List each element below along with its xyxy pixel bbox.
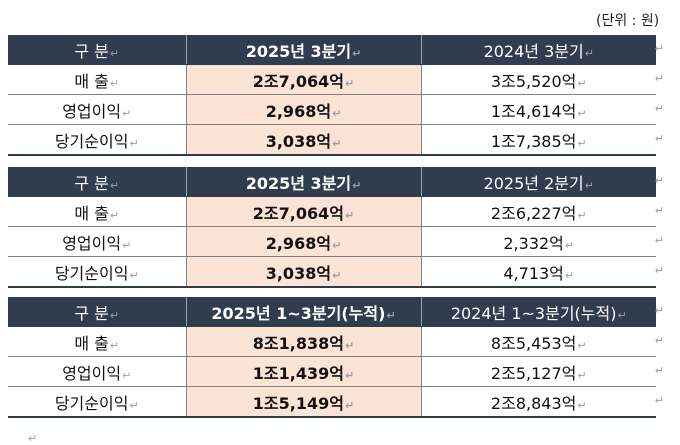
current-value: 2,968억↵ — [185, 226, 421, 257]
current-value: 2조7,064억↵ — [185, 196, 421, 227]
table-header-row: 구 분↵ 2025년 1~3분기(누적)↵ 2024년 1~3분기(누적)↵ ↵ — [8, 297, 664, 327]
table-row: 매 출↵ 2조7,064억↵ 3조5,520억↵ ↵ — [8, 64, 664, 95]
row-label: 영업이익↵ — [8, 356, 186, 387]
table-row: 당기순이익↵ 1조5,149억↵ 2조8,843억↵ ↵ — [8, 386, 664, 418]
paragraph-mark: ↵ — [28, 432, 38, 445]
header-category: 구 분↵ — [8, 167, 186, 197]
header-current-period: 2025년 3분기↵ — [185, 167, 421, 197]
row-label: 매 출↵ — [8, 326, 186, 357]
table-row: 매 출↵ 2조7,064억↵ 2조6,227억↵ ↵ — [8, 196, 664, 227]
header-comparison-period: 2025년 2분기↵ ↵ — [420, 167, 664, 197]
current-value: 3,038억↵ — [185, 256, 421, 288]
table-row: 영업이익↵ 1조1,439억↵ 2조5,127억↵ ↵ — [8, 356, 664, 387]
row-label: 당기순이익↵ — [8, 386, 186, 418]
row-label: 당기순이익↵ — [8, 256, 186, 288]
table-row: 당기순이익↵ 3,038억↵ 1조7,385억↵ ↵ — [8, 124, 664, 156]
comparison-value: 8조5,453억↵ ↵ — [420, 326, 664, 357]
table-header-row: 구 분↵ 2025년 3분기↵ 2025년 2분기↵ ↵ — [8, 167, 664, 197]
table-row: 영업이익↵ 2,968억↵ 2,332억↵ ↵ — [8, 226, 664, 257]
current-value: 2조7,064억↵ — [185, 64, 421, 95]
earnings-table-q3-qoq: 구 분↵ 2025년 3분기↵ 2025년 2분기↵ ↵ 매 출↵ 2조7,064… — [8, 167, 664, 288]
comparison-value: 2조5,127억↵ ↵ — [420, 356, 664, 387]
comparison-value: 4,713억↵ ↵ — [420, 256, 664, 288]
current-value: 1조1,439억↵ — [185, 356, 421, 387]
header-current-period: 2025년 1~3분기(누적)↵ — [185, 297, 421, 327]
table-header-row: 구 분↵ 2025년 3분기↵ 2024년 3분기↵ ↵ — [8, 35, 664, 65]
header-category: 구 분↵ — [8, 35, 186, 65]
header-current-period: 2025년 3분기↵ — [185, 35, 421, 65]
row-label: 영업이익↵ — [8, 94, 186, 125]
current-value: 2,968억↵ — [185, 94, 421, 125]
current-value: 3,038억↵ — [185, 124, 421, 156]
comparison-value: 3조5,520억↵ ↵ — [420, 64, 664, 95]
row-label: 매 출↵ — [8, 196, 186, 227]
comparison-value: 2조6,227억↵ ↵ — [420, 196, 664, 227]
header-comparison-period: 2024년 1~3분기(누적)↵ ↵ — [420, 297, 664, 327]
comparison-value: 1조7,385억↵ ↵ — [420, 124, 664, 156]
earnings-table-q3-yoy: 구 분↵ 2025년 3분기↵ 2024년 3분기↵ ↵ 매 출↵ 2조7,064… — [8, 35, 664, 156]
table-row: 영업이익↵ 2,968억↵ 1조4,614억↵ ↵ — [8, 94, 664, 125]
comparison-value: 2,332억↵ ↵ — [420, 226, 664, 257]
earnings-table-cumulative: 구 분↵ 2025년 1~3분기(누적)↵ 2024년 1~3분기(누적)↵ ↵ … — [8, 297, 664, 418]
table-row: 매 출↵ 8조1,838억↵ 8조5,453억↵ ↵ — [8, 326, 664, 357]
current-value: 8조1,838억↵ — [185, 326, 421, 357]
row-label: 매 출↵ — [8, 64, 186, 95]
header-category: 구 분↵ — [8, 297, 186, 327]
row-label: 당기순이익↵ — [8, 124, 186, 156]
header-comparison-period: 2024년 3분기↵ ↵ — [420, 35, 664, 65]
comparison-value: 2조8,843억↵ ↵ — [420, 386, 664, 418]
unit-label: (단위 : 원) — [596, 13, 660, 29]
comparison-value: 1조4,614억↵ ↵ — [420, 94, 664, 125]
row-label: 영업이익↵ — [8, 226, 186, 257]
table-row: 당기순이익↵ 3,038억↵ 4,713억↵ ↵ — [8, 256, 664, 288]
current-value: 1조5,149억↵ — [185, 386, 421, 418]
